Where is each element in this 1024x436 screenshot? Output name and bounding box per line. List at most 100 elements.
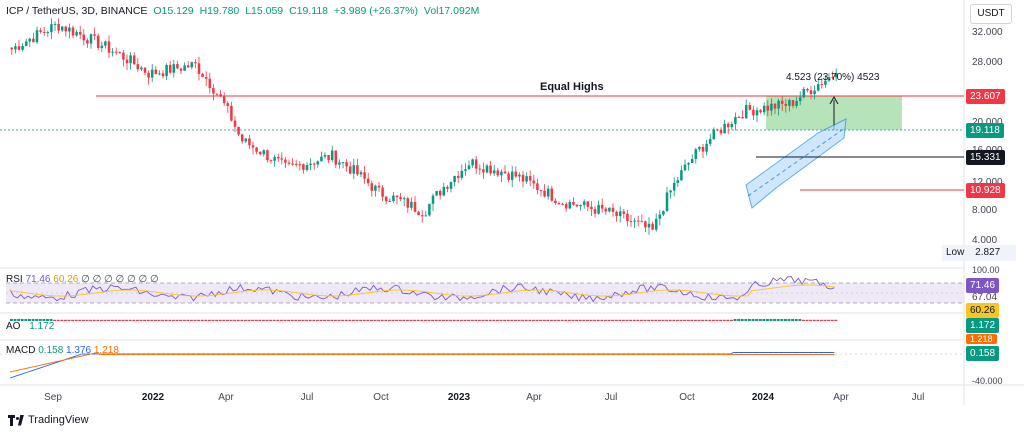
rsi-legend[interactable]: RSI 71.46 60.26 ∅ ∅ ∅ ∅ ∅ ∅ ∅ xyxy=(6,274,159,285)
ao-bar xyxy=(625,319,629,321)
ao-bar xyxy=(593,319,597,321)
x-tick: Sep xyxy=(44,392,62,403)
candle-body xyxy=(230,105,233,121)
ao-bar xyxy=(463,319,467,321)
ao-bar xyxy=(618,319,622,321)
ao-bar xyxy=(481,319,485,321)
candle-body xyxy=(806,88,809,91)
ao-bar xyxy=(103,319,107,321)
candle-body xyxy=(330,150,334,160)
ao-bar xyxy=(56,319,60,321)
candle-body xyxy=(71,27,75,36)
ohlc-high: H19.780 xyxy=(199,5,240,17)
candle-body xyxy=(341,162,345,164)
ao-bar xyxy=(730,319,733,321)
ao-bar xyxy=(650,319,654,321)
ao-bar xyxy=(791,319,795,321)
candle-body xyxy=(449,182,453,189)
candle-body xyxy=(564,204,568,209)
ao-bar xyxy=(110,319,114,321)
ao-bar xyxy=(107,319,111,321)
candle-body xyxy=(334,150,338,165)
candle-body xyxy=(777,100,780,109)
candle-body xyxy=(327,155,330,160)
candle-body xyxy=(791,100,795,106)
candle-body xyxy=(143,67,147,73)
ao-bar xyxy=(20,319,24,321)
y-tick: 32.000 xyxy=(972,27,1003,38)
candle-body xyxy=(136,64,140,70)
target-measure-annotation[interactable]: 4.523 (23.70%) 4523 xyxy=(786,72,880,83)
candle-body xyxy=(248,138,251,146)
ao-bar xyxy=(629,319,633,321)
x-tick: Jul xyxy=(300,392,314,403)
ao-bar xyxy=(787,319,791,321)
ao-bar xyxy=(744,319,748,321)
equal-highs-price-label: 23.607 xyxy=(966,89,1005,104)
candle-body xyxy=(662,211,665,215)
candle-body xyxy=(568,201,572,209)
ao-bar xyxy=(704,319,708,321)
ao-bar xyxy=(722,319,726,321)
y-tick: 12.000 xyxy=(972,177,1003,188)
ao-bar xyxy=(294,319,298,321)
candle-body xyxy=(222,96,226,104)
ao-bar xyxy=(665,319,669,321)
symbol-header: ICP / TetherUS, 3D, BINANCE O15.129 H19.… xyxy=(6,5,482,17)
candle-body xyxy=(521,174,525,182)
ao-bar xyxy=(589,319,593,321)
candle-body xyxy=(701,146,705,152)
equal-highs-annotation[interactable]: Equal Highs xyxy=(540,81,604,93)
candle-body xyxy=(446,186,449,189)
ao-bar xyxy=(611,319,615,321)
currency-selector[interactable]: USDT xyxy=(970,4,1012,24)
ao-bar xyxy=(607,319,611,321)
rsi-axis-mid: 67.04 xyxy=(972,292,998,303)
candle-body xyxy=(618,211,622,217)
rsi-value: 71.46 xyxy=(25,274,51,285)
ao-bar xyxy=(247,319,251,321)
ao-bar xyxy=(686,319,690,321)
macd-legend[interactable]: MACD 0.158 1.376 1.218 xyxy=(6,345,119,356)
ao-bar xyxy=(740,319,744,321)
ao-bar xyxy=(643,319,647,321)
rsi-ma-value: 60.26 xyxy=(53,274,79,285)
candle-body xyxy=(741,117,744,119)
candle-body xyxy=(690,159,694,164)
candle-body xyxy=(172,64,176,73)
ao-bar xyxy=(157,319,161,321)
ao-bar xyxy=(560,319,564,321)
candle-body xyxy=(611,207,615,212)
ao-bar xyxy=(420,319,424,321)
ao-bar xyxy=(568,319,571,321)
ao-bar xyxy=(204,319,208,321)
candle-body xyxy=(57,23,60,31)
ao-bar xyxy=(10,319,13,321)
candle-body xyxy=(579,205,582,207)
ao-bar xyxy=(290,319,294,321)
tradingview-brand[interactable]: TradingView xyxy=(8,414,89,426)
candle-body xyxy=(719,130,723,134)
symbol-name[interactable]: ICP / TetherUS, 3D, BINANCE xyxy=(6,5,148,17)
candle-body xyxy=(640,221,644,223)
ao-bar xyxy=(359,319,363,321)
ao-legend[interactable]: AO 1.172 xyxy=(6,321,54,332)
ao-bar xyxy=(715,319,719,321)
candle-body xyxy=(773,103,777,109)
ao-bar xyxy=(362,319,366,321)
ao-bar xyxy=(326,319,330,321)
ao-bar xyxy=(575,319,579,321)
candle-body xyxy=(651,223,654,230)
candle-body xyxy=(435,190,438,196)
ao-bar xyxy=(582,319,586,321)
ao-bar xyxy=(218,319,222,321)
candle-body xyxy=(64,26,68,32)
ao-bar xyxy=(535,319,539,321)
x-tick: 2023 xyxy=(447,392,471,403)
ao-bar xyxy=(128,319,132,321)
ao-bar xyxy=(312,319,316,321)
ao-bar xyxy=(701,319,705,321)
candle-body xyxy=(194,62,197,64)
rsi-placeholders: ∅ ∅ ∅ ∅ ∅ ∅ ∅ xyxy=(81,274,159,285)
